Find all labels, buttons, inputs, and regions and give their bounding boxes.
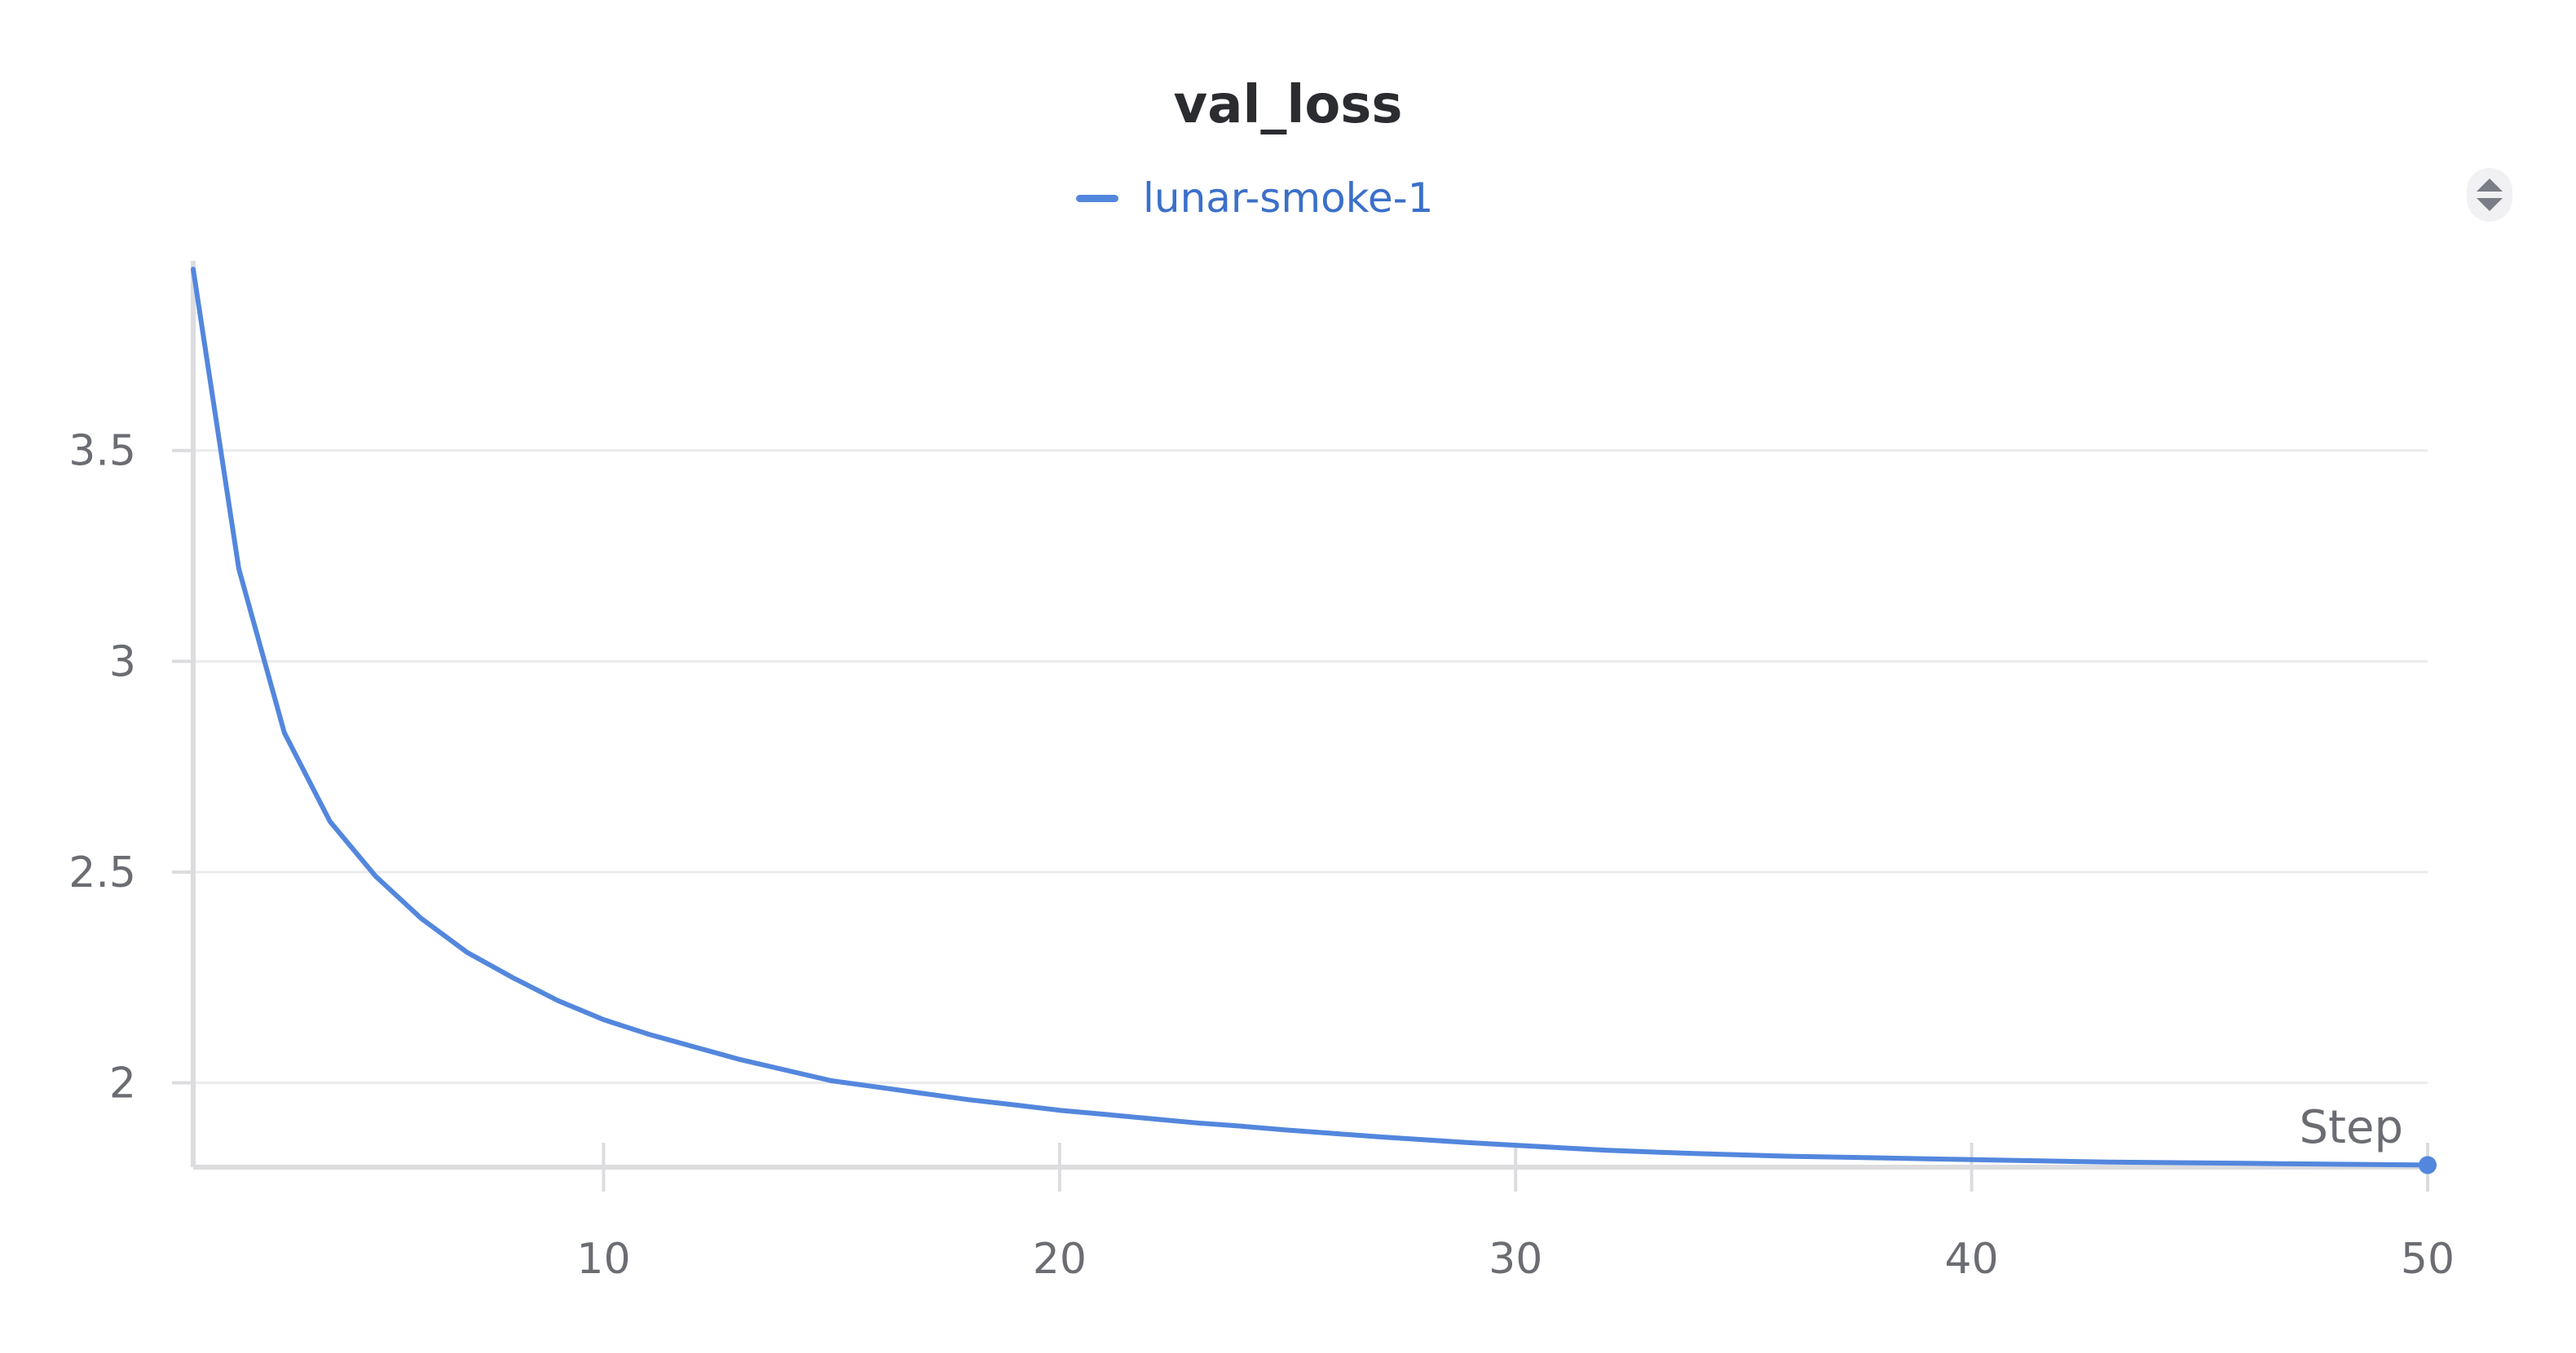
x-axis-title: Step <box>2299 1101 2403 1154</box>
x-tick-label: 30 <box>1489 1235 1542 1284</box>
panel-sort-toggle-icon[interactable] <box>2467 168 2512 222</box>
series-line-lunar-smoke-1[interactable] <box>191 267 2430 1168</box>
gridlines <box>193 449 2428 1085</box>
chevron-up-icon <box>2477 178 2503 192</box>
x-tick-label: 20 <box>1033 1235 1087 1284</box>
chevron-down-icon <box>2477 198 2503 211</box>
y-axis-ticks: 2 2.5 3 3.5 <box>68 427 193 1108</box>
y-tick-label: 2.5 <box>68 848 136 897</box>
y-tick-label: 3.5 <box>68 427 136 476</box>
legend-swatch <box>1076 194 1118 202</box>
y-tick-label: 2 <box>109 1060 136 1108</box>
legend-item-label[interactable]: lunar-smoke-1 <box>1143 174 1434 222</box>
x-tick-label: 40 <box>1945 1235 1999 1284</box>
legend: lunar-smoke-1 <box>1076 170 1433 227</box>
series-layer <box>191 267 2437 1175</box>
x-tick-label: 50 <box>2401 1235 2455 1284</box>
series-endpoint-marker[interactable] <box>2419 1156 2437 1175</box>
axes <box>191 261 2428 1170</box>
y-tick-label: 3 <box>109 637 136 686</box>
x-tick-label: 10 <box>576 1235 630 1284</box>
x-axis-ticks: 10 20 30 40 50 <box>576 1143 2455 1284</box>
chart-title: val_loss <box>1173 75 1403 135</box>
